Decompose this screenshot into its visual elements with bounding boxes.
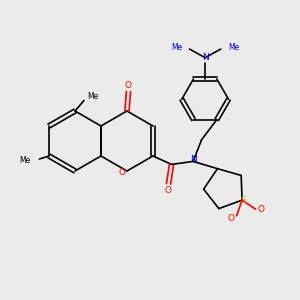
Text: Me: Me [171, 43, 182, 52]
Text: N: N [190, 155, 196, 164]
Text: O: O [257, 205, 265, 214]
Text: O: O [118, 168, 125, 177]
Text: O: O [125, 81, 132, 90]
Text: Me: Me [19, 156, 30, 165]
Text: O: O [164, 186, 171, 195]
Text: O: O [228, 214, 235, 223]
Text: S: S [241, 196, 246, 205]
Text: Me: Me [87, 92, 99, 101]
Text: N: N [202, 53, 208, 62]
Text: Me: Me [228, 43, 239, 52]
